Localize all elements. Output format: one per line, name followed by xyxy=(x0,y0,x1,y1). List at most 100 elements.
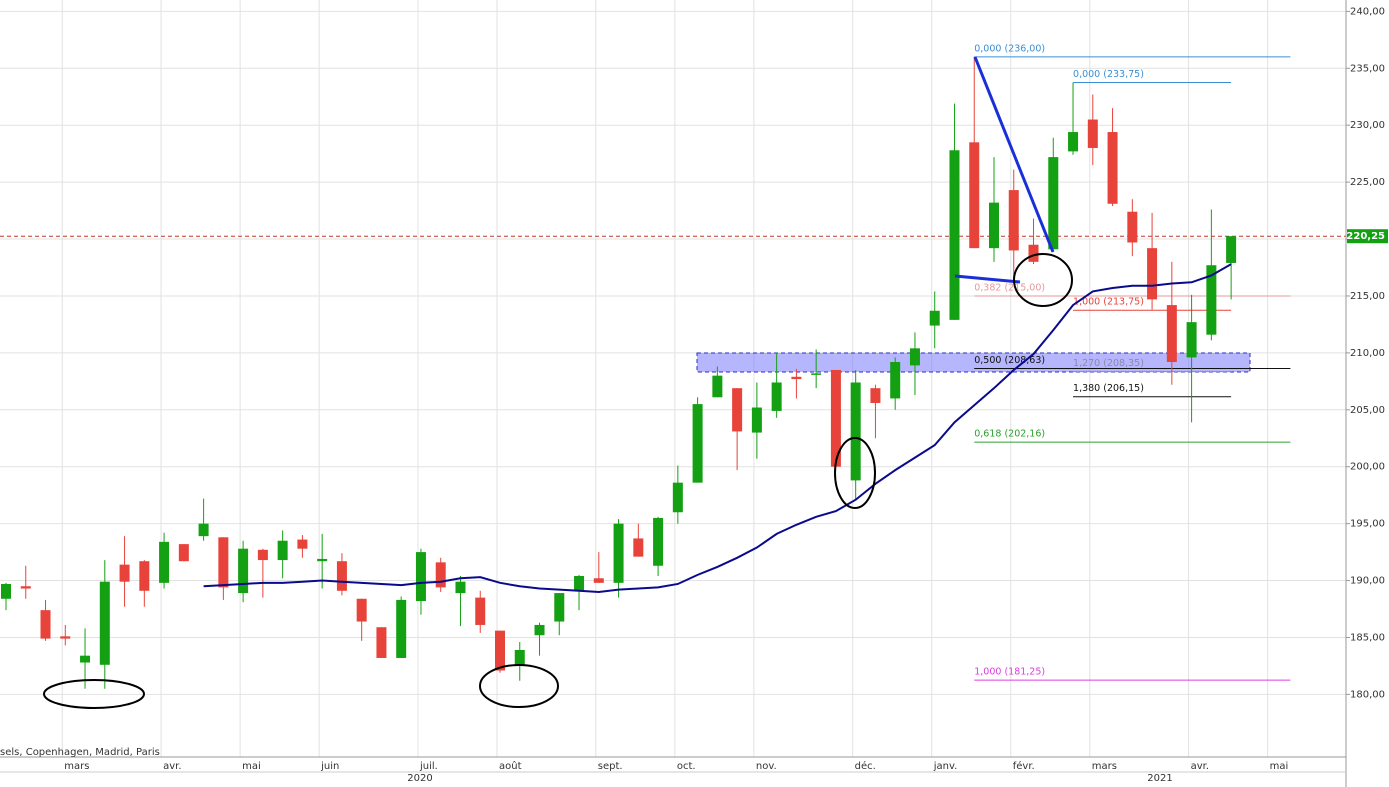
candle-body xyxy=(554,593,565,622)
y-tick-label: 235,00 xyxy=(1350,63,1385,74)
x-tick-label: janv. xyxy=(933,761,958,772)
candle-body xyxy=(969,142,980,249)
y-tick-label: 225,00 xyxy=(1350,177,1385,188)
candle-body xyxy=(277,540,288,561)
candle-body xyxy=(40,610,51,639)
y-tick-label: 180,00 xyxy=(1350,689,1385,700)
fib-label: 0,618 (202,16) xyxy=(974,429,1045,440)
candle-body xyxy=(475,597,486,625)
circle-annotation xyxy=(43,679,145,709)
candle-body xyxy=(336,561,347,591)
candle-body xyxy=(1008,190,1019,251)
candle-body xyxy=(989,202,999,249)
candle-body xyxy=(574,576,585,591)
x-tick-label: juil. xyxy=(419,761,438,772)
candle-body xyxy=(396,599,407,658)
y-tick-label: 230,00 xyxy=(1350,120,1385,131)
candle-body xyxy=(119,564,130,582)
candle-body xyxy=(870,388,881,403)
x-tick-label: nov. xyxy=(756,761,777,772)
y-tick-label: 215,00 xyxy=(1350,291,1385,302)
candle-body xyxy=(1206,265,1217,335)
candle-body xyxy=(830,369,841,467)
candle-body xyxy=(1166,305,1177,362)
year-label: 2021 xyxy=(1147,773,1172,784)
candle-body xyxy=(1186,322,1197,358)
circle-annotation xyxy=(834,437,876,509)
candle-body xyxy=(1226,236,1237,263)
candle-body xyxy=(1,583,11,599)
candle-body xyxy=(751,407,762,433)
candle-body xyxy=(257,549,268,561)
fib-label: 0,000 (233,75) xyxy=(1073,69,1144,80)
candle-body xyxy=(159,541,170,583)
candle-body xyxy=(139,561,150,591)
candle-body xyxy=(712,375,723,398)
candle-body xyxy=(653,517,664,566)
candle-body xyxy=(1028,244,1039,262)
candle-body xyxy=(929,310,940,326)
circle-annotation xyxy=(479,664,559,708)
candle-body xyxy=(80,655,91,663)
x-tick-label: mai xyxy=(242,761,261,772)
candle-body xyxy=(20,586,31,589)
x-tick-label: sept. xyxy=(598,761,623,772)
candle-body xyxy=(850,382,861,481)
candle-body xyxy=(593,578,604,583)
candle-body xyxy=(811,373,822,375)
moving-average xyxy=(203,263,1232,593)
x-tick-label: mars xyxy=(1092,761,1117,772)
last-price-label: 220,25 xyxy=(1346,231,1385,242)
candle-body xyxy=(909,348,920,366)
candle-body xyxy=(1087,119,1098,148)
candle-body xyxy=(771,382,782,411)
candle-body xyxy=(692,404,703,483)
fib-label: 0,000 (236,00) xyxy=(974,43,1045,54)
circle-annotation xyxy=(1013,253,1073,307)
candle-body xyxy=(376,627,387,658)
x-tick-label: juin xyxy=(320,761,339,772)
candle-body xyxy=(949,150,960,320)
trend-line xyxy=(973,56,1055,253)
y-tick-label: 240,00 xyxy=(1350,6,1385,17)
candle-body xyxy=(791,376,802,380)
fib-label: 1,000 (181,25) xyxy=(974,667,1045,678)
candle-body xyxy=(672,482,683,513)
candle-body xyxy=(495,630,505,671)
candle-body xyxy=(732,388,743,432)
candle-body xyxy=(60,636,71,639)
x-tick-label: févr. xyxy=(1013,760,1035,772)
candle-body xyxy=(317,558,328,562)
fib-label: 0,500 (208,63) xyxy=(974,355,1045,366)
trend-line xyxy=(954,274,1021,284)
y-tick-label: 210,00 xyxy=(1350,348,1385,359)
fib-label: 0,382 (215,00) xyxy=(974,282,1045,293)
last-price-box xyxy=(1347,229,1388,244)
axis-panel xyxy=(1346,0,1389,787)
zone-highlight xyxy=(696,352,1251,373)
candle-body xyxy=(633,538,644,557)
x-tick-label: avr. xyxy=(1191,761,1209,772)
candle-body xyxy=(218,537,229,588)
candle-body xyxy=(1127,211,1138,243)
candle-body xyxy=(1147,248,1158,300)
x-tick-label: déc. xyxy=(855,760,876,772)
candle-body xyxy=(178,544,189,562)
candle-body xyxy=(99,581,110,665)
x-tick-label: mars xyxy=(64,761,89,772)
x-tick-label: mai xyxy=(1270,761,1289,772)
candle-body xyxy=(198,523,209,537)
candle-body xyxy=(534,624,545,636)
year-label: 2020 xyxy=(407,773,432,784)
candle-body xyxy=(1107,132,1118,204)
candle-body xyxy=(514,649,525,665)
x-tick-label: août xyxy=(499,760,522,772)
fib-label: 1,380 (206,15) xyxy=(1073,383,1144,394)
source-note: sels, Copenhagen, Madrid, Paris xyxy=(0,747,160,758)
candle-body xyxy=(1068,132,1079,152)
y-tick-label: 195,00 xyxy=(1350,519,1385,530)
candle-body xyxy=(415,552,426,602)
y-tick-label: 205,00 xyxy=(1350,405,1385,416)
y-tick-label: 200,00 xyxy=(1350,462,1385,473)
